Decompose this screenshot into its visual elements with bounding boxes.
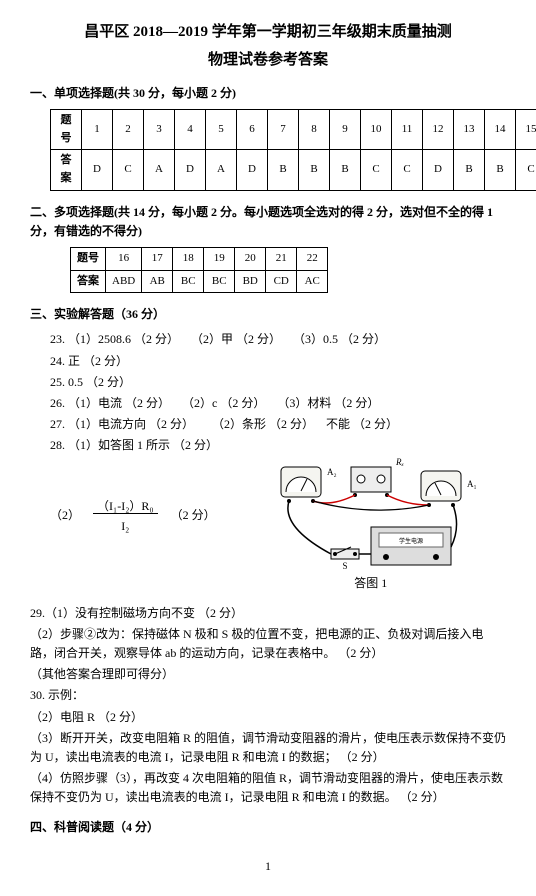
q27-p1: （1）电流方向 （2 分）: [68, 417, 194, 431]
q30-p3: （3）断开开关，改变电阻箱 R 的阻值，调节滑动变阻器的滑片，使电压表示数保持不…: [30, 729, 506, 767]
s1-a: D: [82, 150, 113, 190]
title-sub: 物理试卷参考答案: [30, 48, 506, 72]
q30-p1: 30. 示例：: [30, 686, 506, 705]
s1-a: D: [237, 150, 268, 190]
svg-text:学生电源: 学生电源: [399, 537, 423, 545]
section2-title: 二、多项选择题(共 14 分，每小题 2 分。每小题选项全选对的得 2 分，选对…: [30, 203, 506, 241]
s1-a: C: [392, 150, 423, 190]
section1-title: 一、单项选择题(共 30 分，每小题 2 分): [30, 84, 506, 103]
s2-a: AC: [297, 270, 328, 293]
q26: 26. （1）电流 （2 分） （2）c （2 分） （3）材料 （2 分）: [50, 394, 506, 413]
q27: 27. （1）电流方向 （2 分） （2）条形 （2 分） 不能 （2 分）: [50, 415, 506, 434]
q29-p3: （其他答案合理即可得分）: [30, 665, 506, 684]
q30-p4: （4）仿照步骤（3），再改变 4 次电阻箱的阻值 R，调节滑动变阻器的滑片，使电…: [30, 769, 506, 807]
s2-n: 22: [297, 247, 328, 270]
s1-n: 13: [454, 110, 485, 150]
section3-title: 三、实验解答题（36 分）: [30, 305, 506, 324]
svg-text:A₂: A₂: [327, 467, 337, 477]
s1-a: A: [206, 150, 237, 190]
title-main: 昌平区 2018—2019 学年第一学期初三年级期末质量抽测: [30, 20, 506, 44]
s2-n: 18: [173, 247, 204, 270]
s1-rowlabel-q: 题号: [51, 110, 82, 150]
formula-den: I₂: [117, 519, 133, 533]
s2-n: 21: [266, 247, 297, 270]
svg-text:Rₓ: Rₓ: [395, 457, 404, 467]
s1-a: B: [485, 150, 516, 190]
q26-p1: （1）电流 （2 分）: [68, 396, 170, 410]
s1-a: C: [361, 150, 392, 190]
s1-n: 11: [392, 110, 423, 150]
s1-a: C: [113, 150, 144, 190]
formula-num: （I₁-I₂）R₀: [93, 499, 158, 514]
section1-table: 题号 1 2 3 4 5 6 7 8 9 10 11 12 13 14 15 答…: [50, 109, 536, 190]
q28-p2label: （2）: [50, 508, 80, 522]
s1-n: 9: [330, 110, 361, 150]
s1-a: B: [330, 150, 361, 190]
s1-n: 1: [82, 110, 113, 150]
s1-a: B: [299, 150, 330, 190]
s2-a: BD: [235, 270, 266, 293]
s2-a: ABD: [106, 270, 142, 293]
s1-n: 10: [361, 110, 392, 150]
s1-a: D: [423, 150, 454, 190]
circuit-diagram-icon: 学生电源 S A₂ Rₓ: [261, 457, 481, 572]
s1-n: 8: [299, 110, 330, 150]
s1-n: 15: [516, 110, 536, 150]
s2-rowlabel-q: 题号: [71, 247, 106, 270]
svg-text:A₁: A₁: [467, 479, 477, 489]
s1-a: B: [454, 150, 485, 190]
q29-p2: （2）步骤②改为：保持磁体 N 极和 S 极的位置不变，把电源的正、负极对调后接…: [30, 625, 506, 663]
s1-n: 4: [175, 110, 206, 150]
page-number: 1: [30, 857, 506, 876]
s2-a: AB: [142, 270, 173, 293]
q29-p1: 29.（1）没有控制磁场方向不变 （2 分）: [30, 604, 506, 623]
q28-formula: （I₁-I₂）R₀ I₂: [93, 497, 158, 535]
s1-a: D: [175, 150, 206, 190]
s2-n: 16: [106, 247, 142, 270]
s1-n: 6: [237, 110, 268, 150]
q23-p2: （2）甲 （2 分）: [191, 332, 281, 346]
q28-p2pts: （2 分）: [171, 508, 216, 522]
s1-a: C: [516, 150, 536, 190]
s1-rowlabel-a: 答案: [51, 150, 82, 190]
q23-p1: （1）2508.6 （2 分）: [68, 332, 179, 346]
q27-p2: （2）条形 （2 分）: [212, 417, 314, 431]
s1-n: 2: [113, 110, 144, 150]
s1-n: 14: [485, 110, 516, 150]
q23: 23. （1）2508.6 （2 分） （2）甲 （2 分） （3）0.5 （2…: [50, 330, 506, 349]
q24: 24. 正 （2 分）: [50, 352, 506, 371]
fig-caption: 答图 1: [236, 574, 506, 593]
s2-a: BC: [204, 270, 235, 293]
s1-a: A: [144, 150, 175, 190]
s1-n: 5: [206, 110, 237, 150]
s1-n: 12: [423, 110, 454, 150]
section4-title: 四、科普阅读题（4 分）: [30, 818, 506, 837]
q26-p2: （2）c （2 分）: [182, 396, 265, 410]
s2-rowlabel-a: 答案: [71, 270, 106, 293]
section2-table: 题号 16 17 18 19 20 21 22 答案 ABD AB BC BC …: [70, 247, 328, 293]
q23-label: 23.: [50, 332, 65, 346]
q28-p1: 28. （1）如答图 1 所示 （2 分）: [50, 436, 506, 455]
s2-a: CD: [266, 270, 297, 293]
q26-label: 26.: [50, 396, 65, 410]
q26-p3: （3）材料 （2 分）: [277, 396, 379, 410]
q23-p3: （3）0.5 （2 分）: [293, 332, 386, 346]
s2-n: 19: [204, 247, 235, 270]
q25: 25. 0.5 （2 分）: [50, 373, 506, 392]
s2-n: 17: [142, 247, 173, 270]
q27-p3: 不能 （2 分）: [326, 417, 398, 431]
s1-a: B: [268, 150, 299, 190]
s1-n: 7: [268, 110, 299, 150]
svg-text:S: S: [342, 561, 347, 571]
s1-n: 3: [144, 110, 175, 150]
q30-p2: （2）电阻 R （2 分）: [30, 708, 506, 727]
s2-n: 20: [235, 247, 266, 270]
s2-a: BC: [173, 270, 204, 293]
q27-label: 27.: [50, 417, 65, 431]
